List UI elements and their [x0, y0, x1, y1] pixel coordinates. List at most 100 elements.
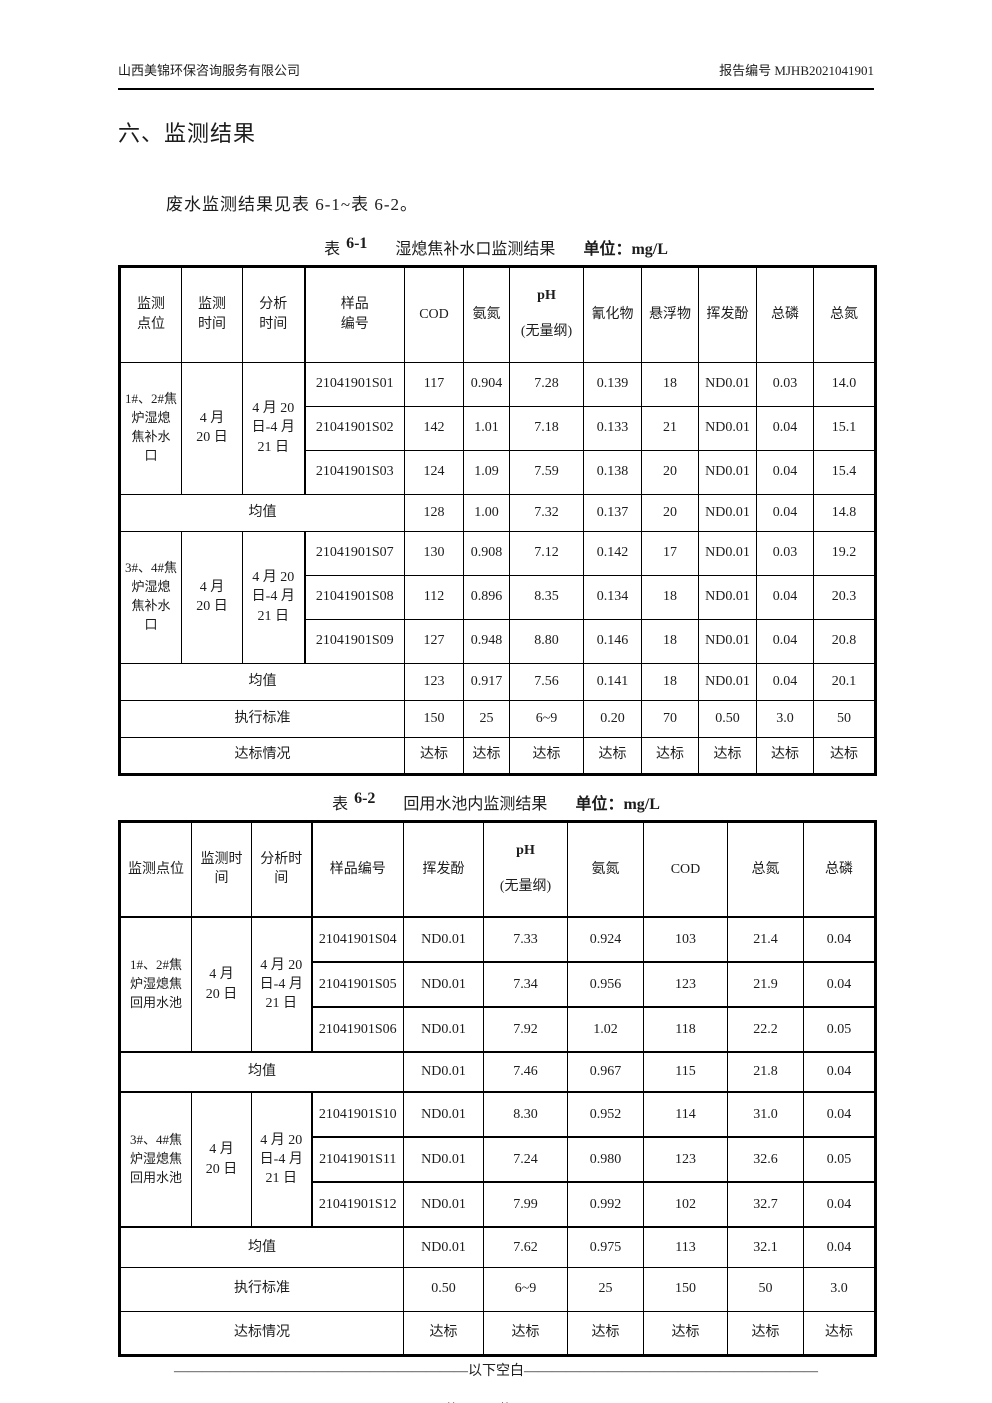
value-cell: 15.4: [813, 449, 876, 495]
site-cell: 3#、4#焦 炉湿熄焦 回用水池: [119, 1091, 192, 1228]
value-cell: 0.04: [803, 961, 876, 1009]
value-cell: 102: [643, 1181, 728, 1228]
value-cell: 31.0: [727, 1091, 804, 1139]
table-row: 21041901S12 ND0.01 7.99 0.992 102 32.7 0…: [120, 1181, 876, 1228]
caption-number: 6-2: [354, 789, 376, 807]
value-cell: 0.917: [463, 662, 510, 701]
value-cell: 21.9: [727, 961, 804, 1009]
value-cell: 124: [404, 449, 464, 495]
value-cell: 达标: [483, 1310, 568, 1356]
value-cell: 123: [404, 662, 464, 701]
value-cell: 21: [641, 405, 699, 451]
value-cell: 18: [641, 361, 699, 407]
value-cell: 达标: [756, 736, 814, 775]
mean-label-cell: 均值: [119, 662, 405, 701]
value-cell: 达标: [404, 736, 464, 775]
sample-id-cell: 21041901S08: [304, 574, 405, 620]
sample-id-cell: 21041901S09: [304, 618, 405, 664]
section-title: 六、监测结果: [118, 121, 257, 146]
value-cell: 0.04: [756, 662, 814, 701]
value-cell: 8.35: [509, 574, 584, 620]
header-cod: COD: [404, 266, 464, 363]
value-cell: 7.33: [483, 916, 568, 964]
value-cell: 0.980: [567, 1136, 644, 1184]
value-cell: 0.992: [567, 1181, 644, 1228]
value-cell: 19.2: [813, 530, 876, 576]
table1-caption: 表 6-1 湿熄焦补水口监测结果 单位：mg/L: [118, 235, 874, 259]
table-row: 21041901S11 ND0.01 7.24 0.980 123 32.6 0…: [120, 1136, 876, 1184]
table1-header-row: 监测 点位 监测 时间 分析 时间 样品 编号 COD 氨氮 pH (无量纲) …: [119, 266, 876, 363]
value-cell: 25: [463, 699, 510, 738]
caption-number: 6-1: [346, 235, 368, 252]
value-cell: 70: [641, 699, 699, 738]
table2-caption-title: 回用水池内监测结果: [403, 795, 548, 813]
value-cell: 25: [567, 1266, 644, 1312]
sample-id-cell: 21041901S07: [304, 530, 405, 576]
value-cell: ND0.01: [698, 405, 757, 451]
value-cell: 112: [404, 574, 464, 620]
time-cell: 4 月 20 日: [191, 916, 252, 1053]
ph-unit-note: (无量纲): [499, 878, 552, 894]
table1-caption-title: 湿熄焦补水口监测结果: [395, 241, 556, 258]
table1-caption-label: 表 6-1: [324, 235, 367, 259]
value-cell: 0.50: [403, 1266, 484, 1312]
value-cell: 21.8: [727, 1051, 804, 1093]
value-cell: 达标: [567, 1310, 644, 1356]
value-cell: 6~9: [483, 1266, 568, 1312]
header-site: 监测点位: [119, 820, 192, 919]
compliance-label-cell: 达标情况: [119, 1310, 404, 1356]
value-cell: 113: [643, 1226, 728, 1268]
value-cell: 115: [643, 1051, 728, 1093]
value-cell: 7.28: [509, 361, 584, 407]
value-cell: 1.02: [567, 1006, 644, 1053]
company-name: 山西美锦环保咨询服务有限公司: [118, 63, 301, 78]
value-cell: 1.09: [463, 449, 510, 495]
compliance-label-cell: 达标情况: [119, 736, 405, 775]
value-cell: 达标: [643, 1310, 728, 1356]
site-cell: 1#、2#焦 炉湿熄 焦补水 口: [119, 361, 182, 495]
value-cell: 7.32: [509, 493, 584, 532]
value-cell: 0.04: [803, 1051, 876, 1093]
value-cell: 0.03: [756, 361, 814, 407]
value-cell: 0.956: [567, 961, 644, 1009]
header-phenol: 挥发酚: [403, 820, 484, 919]
standard-label-cell: 执行标准: [119, 699, 405, 738]
value-cell: 14.0: [813, 361, 876, 407]
value-cell: 达标: [641, 736, 699, 775]
sample-id-cell: 21041901S04: [311, 916, 404, 964]
header-tp: 总磷: [803, 820, 876, 919]
value-cell: 20: [641, 493, 699, 532]
value-cell: 达标: [813, 736, 876, 775]
value-cell: 达标: [727, 1310, 804, 1356]
value-cell: 0.04: [803, 1181, 876, 1228]
header-cod: COD: [643, 820, 728, 919]
value-cell: 7.46: [483, 1051, 568, 1093]
value-cell: ND0.01: [403, 1136, 484, 1184]
value-cell: 0.04: [803, 1226, 876, 1268]
analysis-cell: 4 月 20 日-4 月 21 日: [242, 530, 306, 664]
header-time: 监测 时间: [181, 266, 243, 363]
value-cell: 7.24: [483, 1136, 568, 1184]
value-cell: 0.04: [756, 449, 814, 495]
value-cell: 103: [643, 916, 728, 964]
value-cell: 0.04: [756, 405, 814, 451]
value-cell: 0.137: [583, 493, 642, 532]
ph-unit-note: (无量纲): [520, 324, 573, 340]
value-cell: 达标: [403, 1310, 484, 1356]
table-row: 3#、4#焦 炉湿熄 焦补水 口 4 月 20 日 4 月 20 日-4 月 2…: [119, 530, 876, 664]
value-cell: 0.05: [803, 1006, 876, 1053]
ph-label: pH: [537, 288, 556, 304]
value-cell: 8.80: [509, 618, 584, 664]
value-cell: 0.04: [803, 1091, 876, 1139]
value-cell: 123: [643, 1136, 728, 1184]
sample-id-cell: 21041901S01: [304, 361, 405, 407]
header-tp: 总磷: [756, 266, 814, 363]
header-rule: [118, 88, 874, 90]
unit-value: mg/L: [631, 241, 668, 258]
table-row: 21041901S03 124 1.09 7.59 0.138 20 ND0.0…: [120, 449, 876, 495]
value-cell: 20.8: [813, 618, 876, 664]
below-blank-marker: —————————————————————以下空白———————————————…: [174, 1363, 818, 1379]
page-number: 第 6 页 共 6 页: [118, 1398, 874, 1403]
value-cell: 0.141: [583, 662, 642, 701]
value-cell: 8.30: [483, 1091, 568, 1139]
